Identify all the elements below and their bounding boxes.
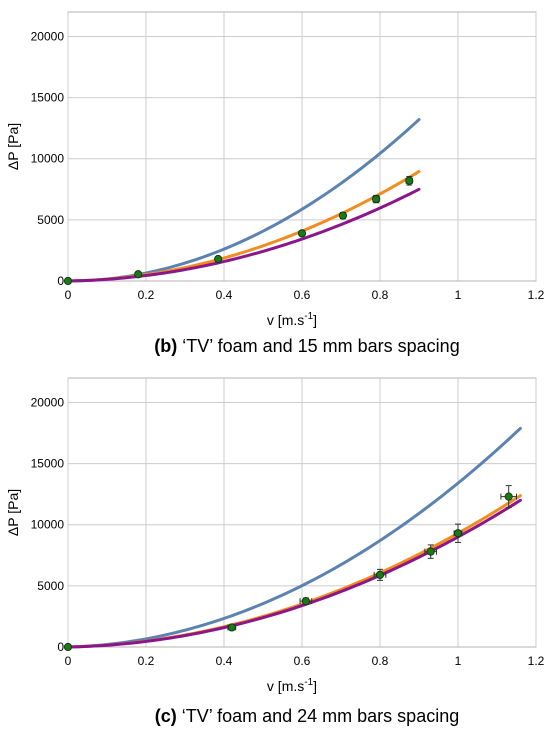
x-tick-label: 0.8	[372, 654, 389, 668]
x-tick-label: 0.6	[294, 288, 311, 302]
x-tick-label: 1.2	[528, 288, 545, 302]
figure-caption: (c) ‘TV’ foam and 24 mm bars spacing	[155, 706, 459, 726]
x-tick-label: 0.2	[138, 288, 155, 302]
chart-panel-c: 0 0.2 0.4 0.6 0.8 1 1.2 0 5000 10000 15000 20000 v […	[5, 377, 545, 726]
series-curve-0	[66, 426, 522, 649]
y-tick-label: 0	[57, 274, 64, 288]
y-tick-label: 0	[57, 640, 64, 654]
y-tick-label: 5000	[37, 579, 64, 593]
data-point	[372, 194, 381, 204]
y-tick-label: 15000	[31, 91, 65, 105]
data-point	[338, 211, 348, 220]
figure-caption: (b) ‘TV’ foam and 15 mm bars spacing	[154, 336, 459, 356]
series-curve-1	[66, 170, 421, 283]
x-tick-label: 1	[455, 288, 462, 302]
data-point	[405, 176, 414, 185]
data-point	[301, 597, 310, 606]
x-tick-label: 0	[65, 654, 72, 668]
data-point	[453, 529, 463, 538]
y-tick-label: 10000	[31, 518, 65, 532]
data-point	[134, 270, 143, 279]
x-tick-label: 0	[65, 288, 72, 302]
data-point	[504, 492, 513, 501]
x-tick-label: 0.2	[138, 654, 155, 668]
x-tick-label: 0.4	[216, 288, 233, 302]
x-tick-label: 1	[455, 654, 462, 668]
data-point	[375, 570, 385, 579]
series-curve-2	[66, 187, 421, 283]
series-curve-2	[66, 498, 522, 649]
data-point	[297, 229, 307, 238]
data-point	[426, 547, 435, 556]
x-tick-label: 0.6	[294, 654, 311, 668]
y-axis-label: ΔP [Pa]	[5, 123, 21, 170]
x-axis-label: v [m.s-1]	[267, 311, 317, 328]
series-curve-1	[66, 494, 522, 649]
data-point	[63, 276, 73, 286]
x-tick-label: 0.4	[216, 654, 233, 668]
y-tick-label: 10000	[31, 152, 65, 166]
y-tick-label: 15000	[31, 457, 65, 471]
data-point	[63, 642, 73, 652]
data-point	[227, 623, 236, 632]
data-point	[214, 254, 223, 264]
y-tick-label: 20000	[31, 395, 65, 409]
x-axis-label: v [m.s-1]	[267, 677, 317, 694]
y-tick-label: 20000	[31, 29, 65, 43]
chart-panel-b: 0 0.2 0.4 0.6 0.8 1 1.2 0 5000 10000 15000 20000 v […	[5, 11, 545, 356]
y-tick-label: 5000	[37, 213, 64, 227]
x-tick-label: 1.2	[528, 654, 545, 668]
y-axis-label: ΔP [Pa]	[5, 489, 21, 536]
x-tick-label: 0.8	[372, 288, 389, 302]
